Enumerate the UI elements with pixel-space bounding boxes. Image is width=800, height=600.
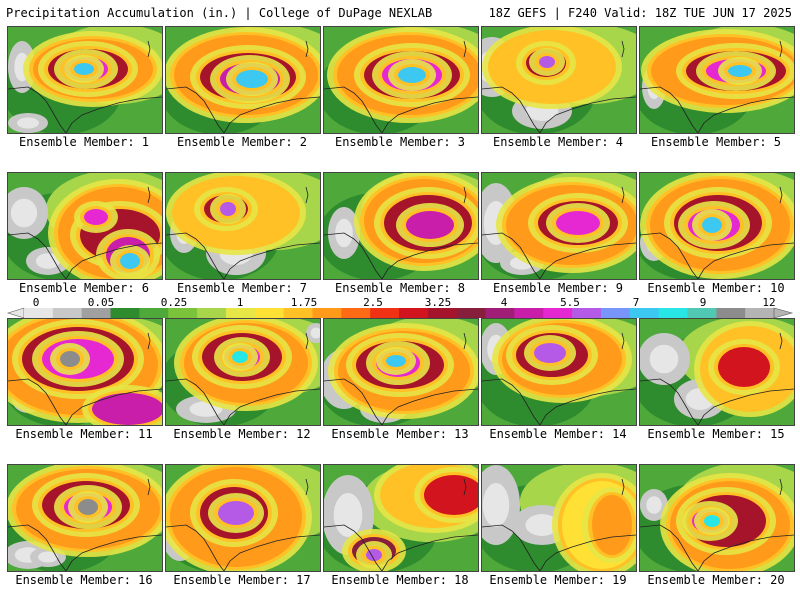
colorbar-swatch <box>427 308 458 318</box>
colorbar-tick-label: 4 <box>501 296 508 309</box>
colorbar-swatch <box>456 308 487 318</box>
colorbar-swatch <box>110 308 140 318</box>
ensemble-member-label: Ensemble Member: 10 <box>647 281 785 295</box>
ensemble-map-4 <box>481 26 637 134</box>
ensemble-member-label: Ensemble Member: 6 <box>18 281 150 295</box>
ensemble-member-label: Ensemble Member: 17 <box>173 573 311 587</box>
ensemble-member-label: Ensemble Member: 12 <box>173 427 311 441</box>
colorbar-swatch <box>629 308 660 318</box>
ensemble-map-17 <box>165 464 321 572</box>
ensemble-map-14 <box>481 318 637 426</box>
colorbar-tick-label: 9 <box>700 296 707 309</box>
colorbar-tick-label: 5.5 <box>560 296 580 309</box>
colorbar-swatch <box>745 308 775 318</box>
ensemble-member-label: Ensemble Member: 14 <box>489 427 627 441</box>
ensemble-map-1 <box>7 26 163 134</box>
ensemble-map-12 <box>165 318 321 426</box>
colorbar-swatch <box>312 308 342 318</box>
colorbar-swatch <box>687 308 717 318</box>
ensemble-map-9 <box>481 172 637 280</box>
ensemble-member-label: Ensemble Member: 20 <box>647 573 785 587</box>
ensemble-map-8 <box>323 172 479 280</box>
colorbar-swatch <box>81 308 112 318</box>
ensemble-member-label: Ensemble Member: 4 <box>492 135 624 149</box>
colorbar-swatch <box>254 308 285 318</box>
ensemble-member-label: Ensemble Member: 1 <box>18 135 150 149</box>
ensemble-map-11 <box>7 318 163 426</box>
colorbar-swatch <box>52 308 83 318</box>
ensemble-member-label: Ensemble Member: 8 <box>334 281 466 295</box>
colorbar-swatch <box>543 308 573 318</box>
colorbar-swatch <box>658 308 688 318</box>
colorbar-swatch <box>139 308 169 318</box>
map-title: Precipitation Accumulation (in.) | Colle… <box>6 6 433 20</box>
colorbar-swatch <box>572 308 602 318</box>
colorbar-swatch <box>600 308 631 318</box>
colorbar-tick-label: 7 <box>633 296 640 309</box>
colorbar-swatch <box>168 308 198 318</box>
colorbar-swatch <box>485 308 515 318</box>
ensemble-map-6 <box>7 172 163 280</box>
colorbar-swatch <box>716 308 746 318</box>
ensemble-map-10 <box>639 172 795 280</box>
ensemble-member-label: Ensemble Member: 13 <box>331 427 469 441</box>
ensemble-member-label: Ensemble Member: 7 <box>176 281 308 295</box>
colorbar-swatch <box>197 308 227 318</box>
colorbar-left-arrow <box>6 307 25 319</box>
ensemble-map-19 <box>481 464 637 572</box>
colorbar-swatch <box>24 308 54 318</box>
colorbar-swatch <box>399 308 429 318</box>
colorbar-tick-label: 1 <box>237 296 244 309</box>
ensemble-member-label: Ensemble Member: 19 <box>489 573 627 587</box>
model-run-info: 18Z GEFS | F240 Valid: 18Z TUE JUN 17 20… <box>488 6 792 20</box>
ensemble-member-label: Ensemble Member: 18 <box>331 573 469 587</box>
colorbar-tick-label: 3.25 <box>425 296 452 309</box>
colorbar-swatch <box>370 308 400 318</box>
ensemble-map-15 <box>639 318 795 426</box>
ensemble-member-label: Ensemble Member: 2 <box>176 135 308 149</box>
colorbar-swatch <box>341 308 371 318</box>
precip-colorbar: 0 0.05 0.25 1 1.75 2.5 3.25 4 5.5 7 9 12 <box>6 296 794 319</box>
ensemble-member-label: Ensemble Member: 11 <box>15 427 153 441</box>
ensemble-map-5 <box>639 26 795 134</box>
colorbar-tick-label: 0 <box>33 296 40 309</box>
colorbar-tick-label: 1.75 <box>291 296 318 309</box>
colorbar-right-arrow <box>773 307 794 319</box>
colorbar-swatch <box>283 308 313 318</box>
colorbar-tick-label: 0.05 <box>88 296 115 309</box>
ensemble-map-7 <box>165 172 321 280</box>
ensemble-map-2 <box>165 26 321 134</box>
colorbar-swatch <box>514 308 544 318</box>
colorbar-tick-label: 12 <box>762 296 775 309</box>
ensemble-map-18 <box>323 464 479 572</box>
ensemble-map-3 <box>323 26 479 134</box>
ensemble-member-label: Ensemble Member: 9 <box>492 281 624 295</box>
ensemble-map-20 <box>639 464 795 572</box>
ensemble-member-label: Ensemble Member: 16 <box>15 573 153 587</box>
colorbar-tick-label: 2.5 <box>363 296 383 309</box>
colorbar-swatch <box>225 308 256 318</box>
ensemble-map-16 <box>7 464 163 572</box>
ensemble-member-label: Ensemble Member: 5 <box>650 135 782 149</box>
ensemble-member-label: Ensemble Member: 15 <box>647 427 785 441</box>
ensemble-map-13 <box>323 318 479 426</box>
colorbar-tick-label: 0.25 <box>161 296 188 309</box>
ensemble-member-label: Ensemble Member: 3 <box>334 135 466 149</box>
